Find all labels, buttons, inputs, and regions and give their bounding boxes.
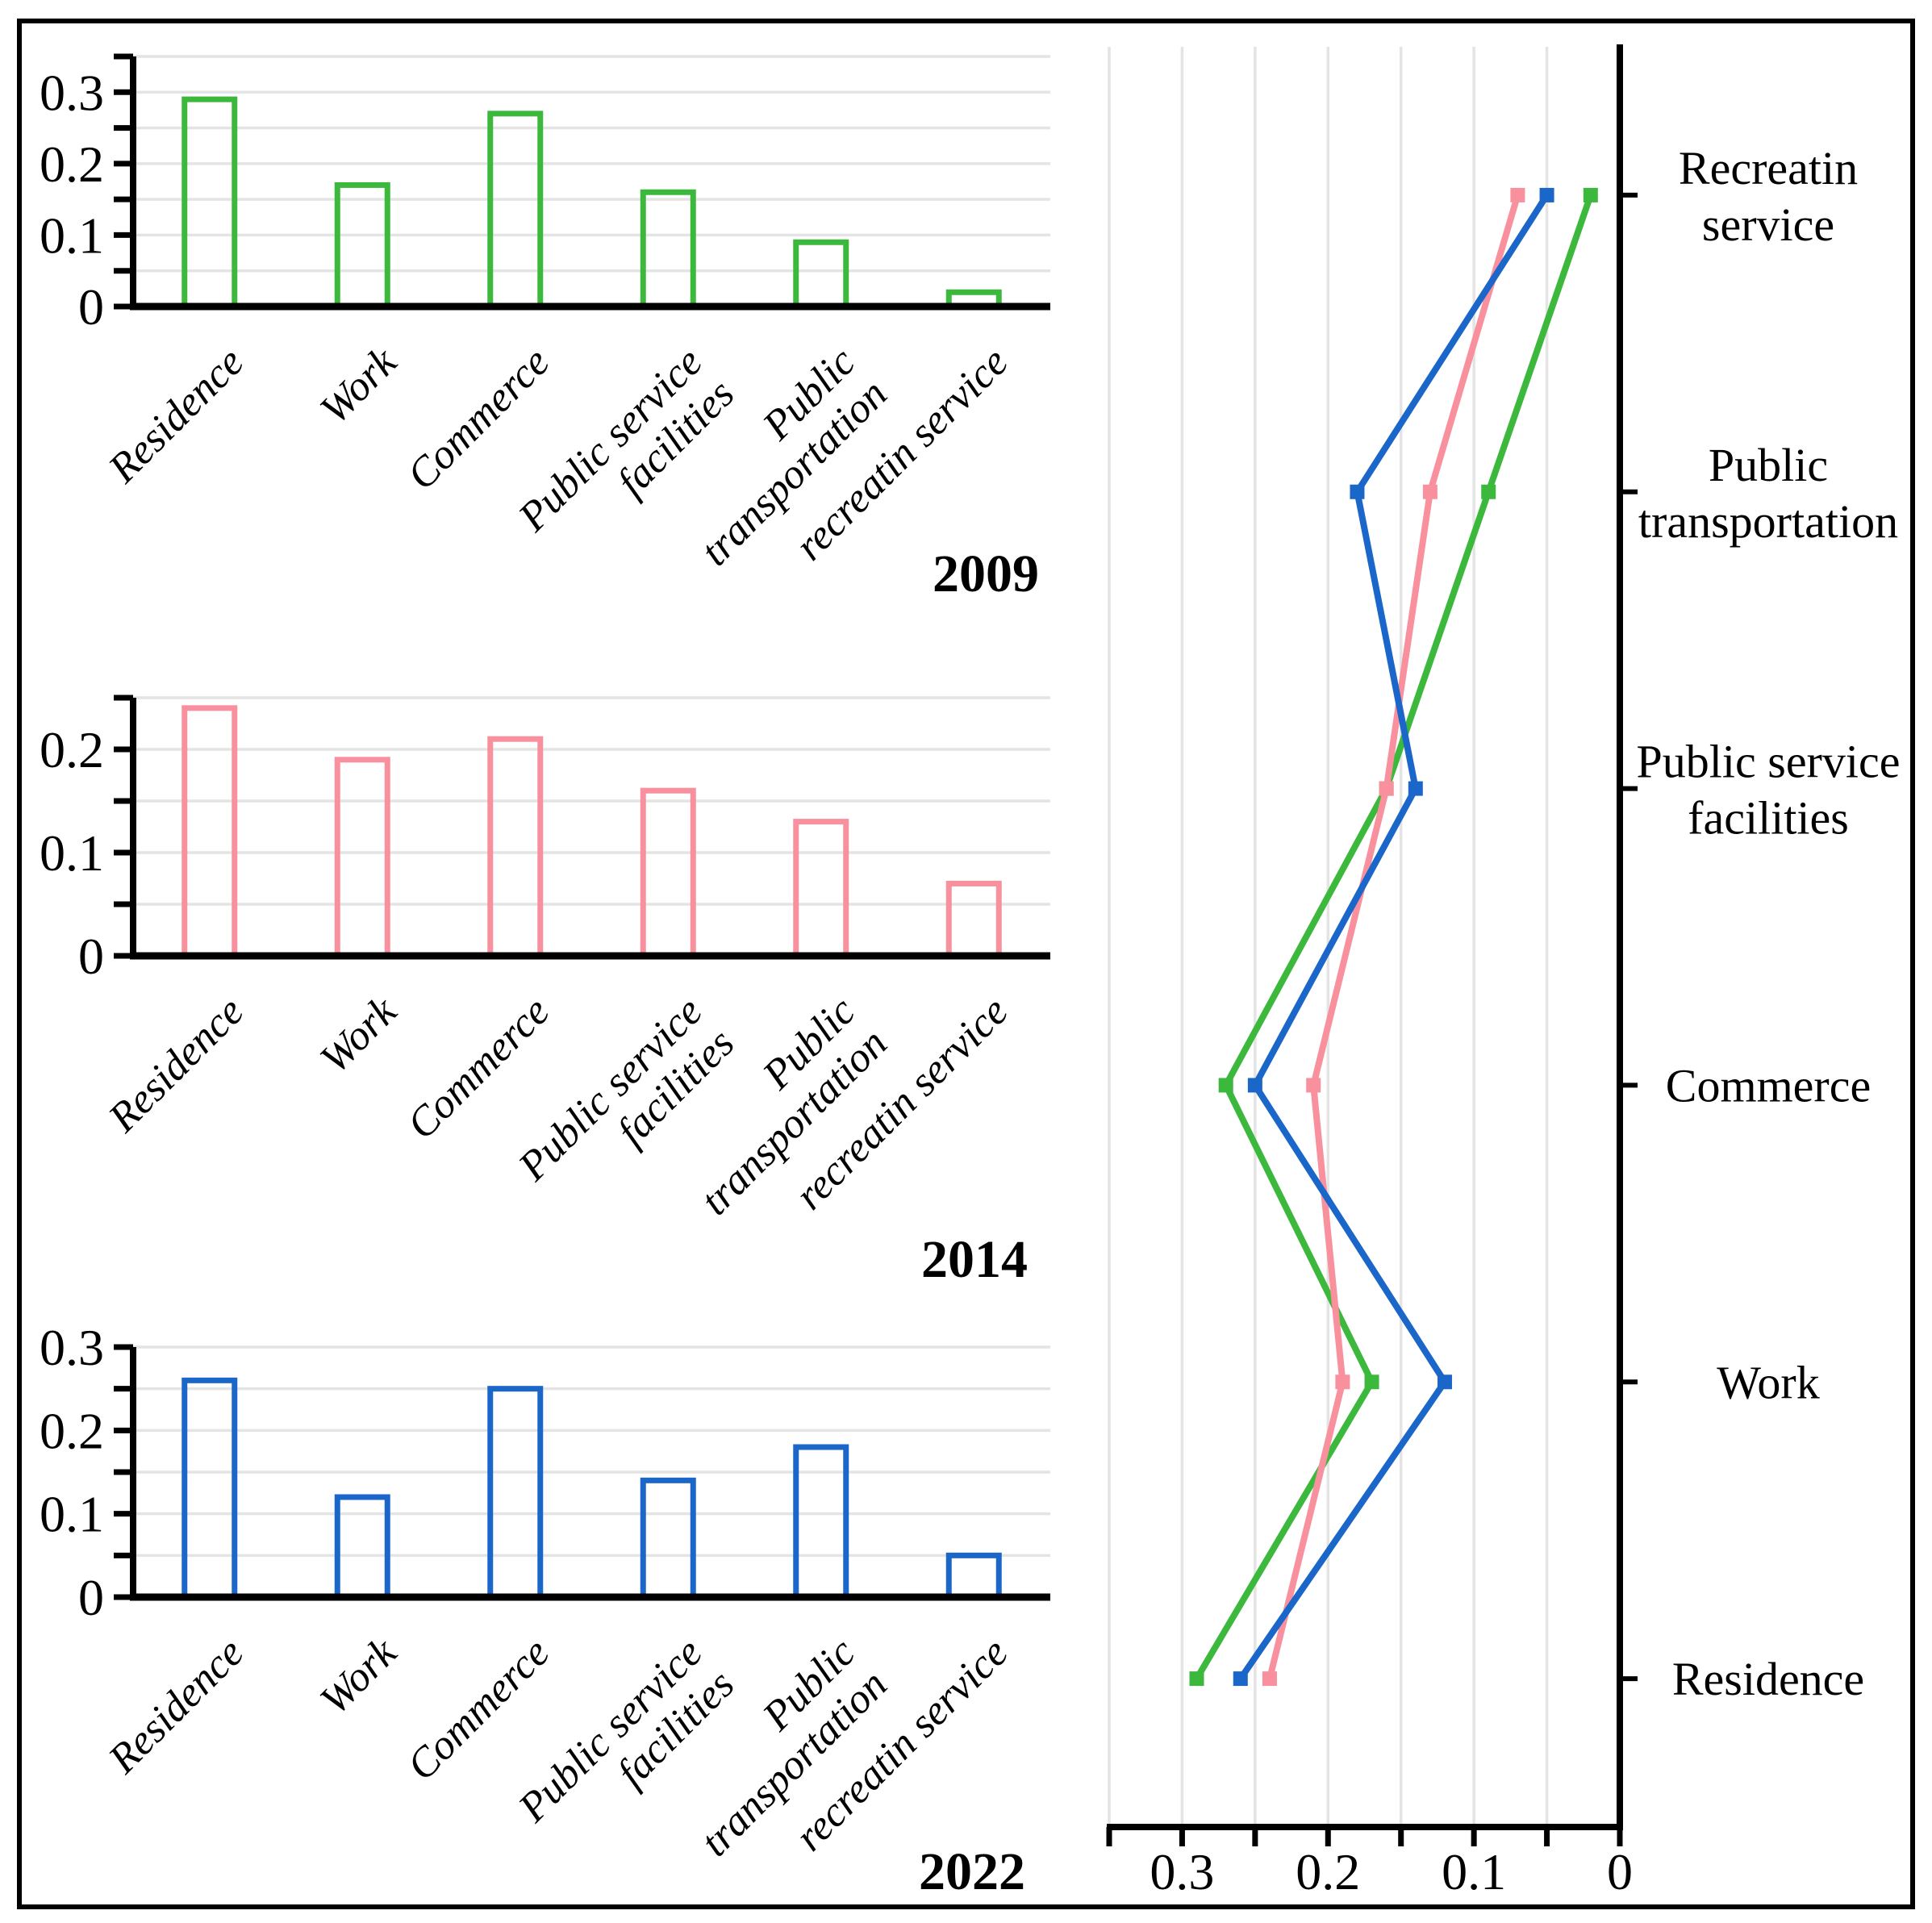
- category-label: Work: [311, 339, 406, 433]
- bar-public-transportation: [793, 239, 849, 310]
- profile-line-chart: 0.3 0.2 0.1 0 Recreatin service Public transpor…: [1106, 44, 1901, 1900]
- x-tick-label: 0.2: [1296, 1843, 1360, 1900]
- series-2014-marker: [1262, 1671, 1277, 1687]
- category-label: Residence: [99, 988, 252, 1141]
- bar-public-service-facilities: [640, 189, 696, 310]
- figure-border: [17, 19, 1915, 1909]
- bar-residence: [182, 1377, 238, 1600]
- category-label: Residence: [99, 1629, 252, 1783]
- category-label: Residence: [99, 339, 252, 492]
- bar-commerce: [487, 1386, 544, 1600]
- bar-work: [334, 1494, 390, 1600]
- series-2022-marker: [1408, 781, 1423, 796]
- x-tick-label: 0.3: [1150, 1843, 1214, 1900]
- year-label: 2014: [921, 1230, 1028, 1289]
- category-label: Work: [311, 988, 406, 1082]
- bar-recreatin-service: [945, 1552, 1002, 1600]
- bar-public-service-facilities: [640, 787, 696, 959]
- bar-work: [334, 757, 390, 959]
- series-2009-marker: [1364, 1374, 1379, 1390]
- bar-commerce: [487, 736, 544, 959]
- series-2014-marker: [1422, 484, 1438, 499]
- year-label: 2009: [933, 544, 1039, 603]
- series-2009-marker: [1481, 484, 1496, 499]
- y-tick-label: 0.2: [40, 1402, 104, 1459]
- category-label: Recreatin service: [1679, 142, 1858, 251]
- series-2014-marker: [1306, 1078, 1321, 1093]
- y-tick-label: 0.2: [40, 136, 104, 193]
- bar-residence: [182, 705, 238, 959]
- category-label: Work: [311, 1629, 406, 1724]
- bar-work: [334, 181, 390, 310]
- y-tick-label: 0: [78, 278, 104, 336]
- series-2022-line: [1237, 193, 1550, 1681]
- year-label: 2022: [919, 1842, 1025, 1901]
- series-2009-line: [1194, 194, 1594, 1681]
- y-tick-label: 0.3: [40, 64, 104, 121]
- series-2022-marker: [1437, 1374, 1452, 1390]
- series-2022-marker: [1350, 484, 1365, 499]
- bar-commerce: [487, 111, 544, 310]
- bar-recreatin-service: [945, 880, 1002, 959]
- series-2009-marker: [1189, 1671, 1204, 1687]
- category-label: Commerce: [1666, 1059, 1871, 1112]
- series-2022-marker: [1539, 187, 1554, 202]
- bar-public-transportation: [793, 1444, 849, 1600]
- y-tick-label: 0.3: [40, 1319, 104, 1376]
- x-tick-label: 0.1: [1442, 1843, 1506, 1900]
- series-2014-marker: [1335, 1374, 1350, 1390]
- category-label: Commerce: [399, 339, 558, 498]
- category-label: Commerce: [399, 988, 558, 1148]
- bar-public-transportation: [793, 819, 849, 959]
- series-2022-marker: [1247, 1078, 1262, 1093]
- category-label: Commerce: [399, 1629, 558, 1789]
- series-2009-marker: [1583, 187, 1598, 202]
- x-tick-label: 0: [1607, 1843, 1633, 1900]
- y-tick-label: 0.1: [40, 1486, 104, 1543]
- category-label: Residence: [1672, 1653, 1864, 1705]
- bar-public-service-facilities: [640, 1477, 696, 1600]
- y-tick-label: 0.1: [40, 824, 104, 882]
- y-tick-label: 0.2: [40, 721, 104, 778]
- series-2014-line: [1266, 194, 1521, 1680]
- bar-residence: [182, 96, 238, 310]
- series-2014-marker: [1379, 781, 1394, 796]
- y-tick-label: 0: [78, 1569, 104, 1626]
- category-label: Work: [1717, 1356, 1819, 1408]
- y-tick-label: 0.1: [40, 206, 104, 264]
- series-2014-marker: [1510, 187, 1525, 202]
- y-tick-label: 0: [78, 928, 104, 985]
- series-2009-marker: [1218, 1078, 1233, 1093]
- series-2022-marker: [1233, 1671, 1248, 1687]
